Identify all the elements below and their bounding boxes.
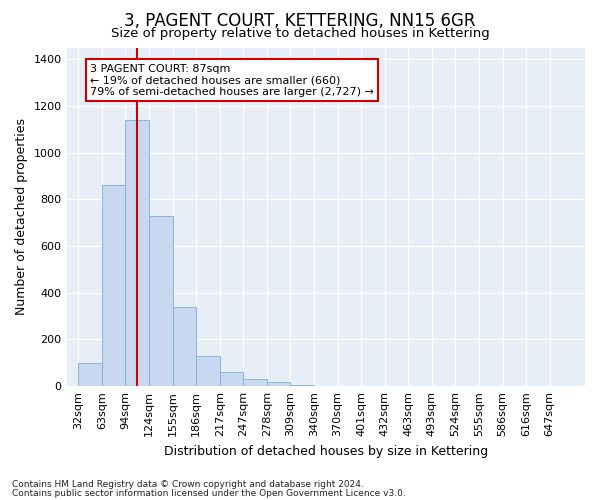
Y-axis label: Number of detached properties: Number of detached properties bbox=[15, 118, 28, 316]
Bar bbox=[196, 356, 220, 386]
Bar bbox=[173, 307, 196, 386]
Bar bbox=[267, 382, 290, 386]
Bar bbox=[220, 372, 243, 386]
Bar bbox=[149, 216, 173, 386]
Text: Size of property relative to detached houses in Kettering: Size of property relative to detached ho… bbox=[110, 28, 490, 40]
Text: 3, PAGENT COURT, KETTERING, NN15 6GR: 3, PAGENT COURT, KETTERING, NN15 6GR bbox=[124, 12, 476, 30]
Bar bbox=[290, 385, 314, 386]
Text: Contains public sector information licensed under the Open Government Licence v3: Contains public sector information licen… bbox=[12, 488, 406, 498]
Bar bbox=[79, 363, 102, 386]
Bar bbox=[102, 186, 125, 386]
Bar bbox=[243, 379, 267, 386]
Bar bbox=[125, 120, 149, 386]
X-axis label: Distribution of detached houses by size in Kettering: Distribution of detached houses by size … bbox=[164, 444, 488, 458]
Text: 3 PAGENT COURT: 87sqm
← 19% of detached houses are smaller (660)
79% of semi-det: 3 PAGENT COURT: 87sqm ← 19% of detached … bbox=[90, 64, 374, 97]
Text: Contains HM Land Registry data © Crown copyright and database right 2024.: Contains HM Land Registry data © Crown c… bbox=[12, 480, 364, 489]
